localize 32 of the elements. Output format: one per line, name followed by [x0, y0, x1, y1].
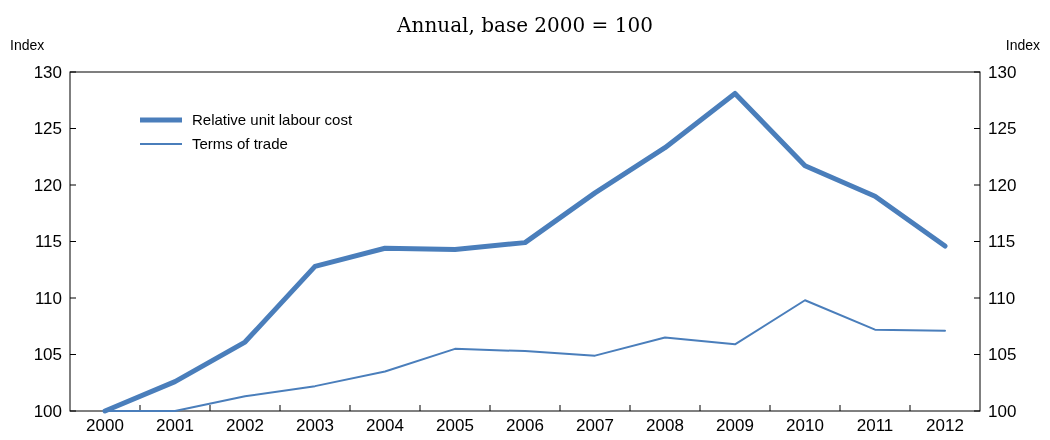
x-tick-label: 2010 [786, 416, 824, 435]
y-axis-title: Index [10, 37, 45, 53]
chart-title: Annual, base 2000 = 100 [396, 13, 653, 37]
legend-label: Relative unit labour cost [192, 111, 353, 129]
x-tick-label: 2011 [856, 416, 894, 435]
x-tick-label: 2012 [926, 416, 964, 435]
y2-tick-label: 110 [988, 288, 1016, 308]
x-tick-label: 2006 [506, 416, 544, 435]
x-tick-label: 2007 [576, 416, 614, 435]
y-tick-label: 125 [33, 119, 62, 139]
y-tick-label: 110 [34, 288, 62, 308]
x-tick-label: 2008 [646, 416, 684, 435]
y2-tick-label: 120 [988, 175, 1017, 195]
y2-tick-label: 125 [988, 119, 1017, 139]
x-tick-label: 2002 [226, 416, 264, 435]
y-tick-label: 100 [33, 401, 62, 421]
y2-tick-label: 115 [988, 232, 1016, 252]
x-tick-label: 2005 [436, 416, 474, 435]
y-tick-label: 120 [33, 175, 62, 195]
y2-tick-label: 105 [988, 345, 1017, 365]
x-tick-label: 2003 [296, 416, 334, 435]
x-tick-label: 2004 [366, 416, 404, 435]
y-tick-label: 130 [33, 62, 62, 82]
x-tick-label: 2009 [716, 416, 754, 435]
legend-label: Terms of trade [192, 135, 288, 153]
y2-tick-label: 130 [988, 62, 1017, 82]
y2-axis-title: Index [1005, 37, 1040, 53]
y2-tick-label: 100 [988, 401, 1017, 421]
x-tick-label: 2000 [86, 416, 124, 435]
y-tick-label: 115 [34, 232, 62, 252]
x-tick-label: 2001 [156, 416, 194, 435]
y-tick-label: 105 [33, 345, 62, 365]
